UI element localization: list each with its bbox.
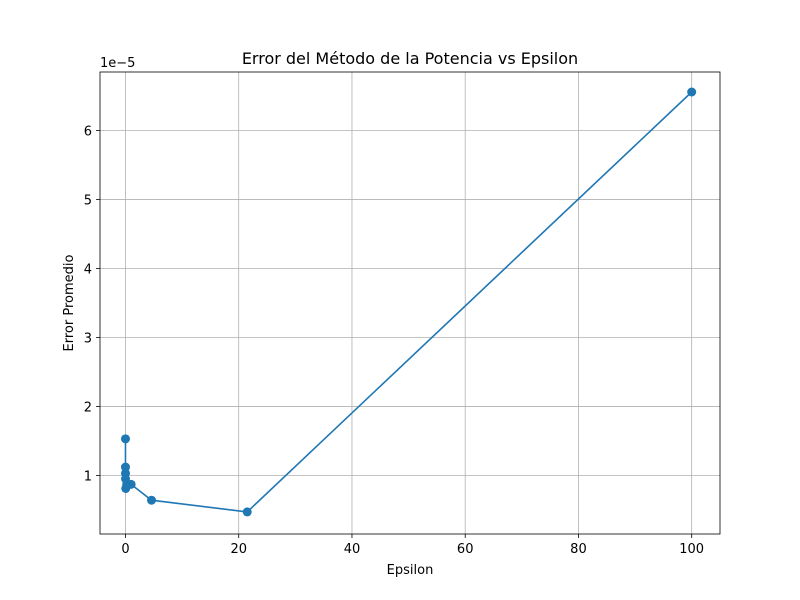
y-tick-label: 6 — [84, 125, 92, 140]
x-tick-label: 80 — [570, 542, 587, 557]
x-tick-label: 60 — [457, 542, 474, 557]
data-point — [120, 462, 130, 472]
y-tick-label: 2 — [84, 400, 92, 415]
y-tick-label: 5 — [84, 194, 92, 209]
plot-area-frame — [99, 71, 721, 535]
data-point — [120, 434, 130, 444]
y-offset-label: 1e−5 — [100, 56, 135, 71]
x-axis-label: Epsilon — [387, 563, 434, 578]
x-tick-label: 20 — [230, 542, 247, 557]
tick-layer: 0 20 40 60 80 100 1 2 3 4 5 6 — [84, 125, 704, 557]
series-line — [124, 91, 693, 513]
data-point — [242, 507, 252, 517]
x-tick-label: 0 — [121, 542, 129, 557]
y-tick-label: 3 — [84, 331, 92, 346]
y-tick-label: 4 — [84, 263, 92, 278]
x-tick-label: 40 — [344, 542, 361, 557]
data-point — [126, 479, 136, 489]
chart-title: Error del Método de la Potencia vs Epsil… — [242, 49, 578, 68]
x-tick-label: 100 — [679, 542, 704, 557]
data-point — [687, 87, 697, 97]
y-axis-label: Error Promedio — [62, 255, 77, 352]
y-tick-label: 1 — [84, 469, 92, 484]
data-layer — [120, 87, 697, 517]
grid-layer — [100, 72, 720, 534]
data-point — [147, 495, 157, 505]
